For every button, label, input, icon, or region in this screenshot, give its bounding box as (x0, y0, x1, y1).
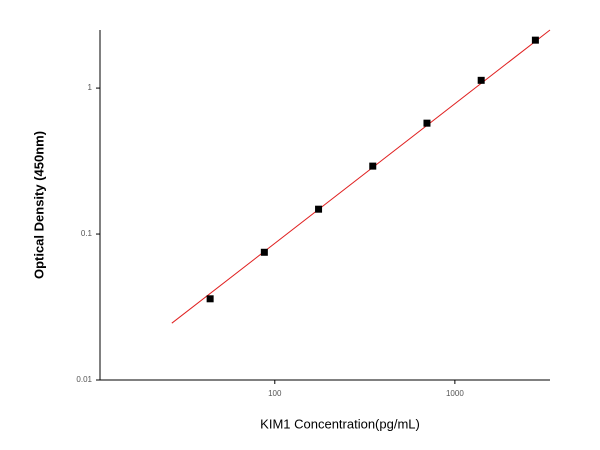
point (531, 36, 539, 44)
y-tick-label: 0.01 (76, 375, 92, 384)
fit-line (171, 29, 551, 324)
point (206, 295, 214, 303)
x-tick-label: 100 (268, 389, 282, 398)
x-tick-label: 1000 (446, 389, 464, 398)
point (260, 248, 268, 256)
point (369, 162, 377, 170)
y-tick-label: 1 (88, 83, 93, 92)
y-tick-label: 0.1 (81, 229, 93, 238)
point (315, 205, 323, 213)
y-axis-label: Optical Density (450nm) (31, 131, 46, 279)
x-axis-label: KIM1 Concentration(pg/mL) (260, 416, 420, 431)
point (477, 76, 485, 84)
point (423, 119, 431, 127)
